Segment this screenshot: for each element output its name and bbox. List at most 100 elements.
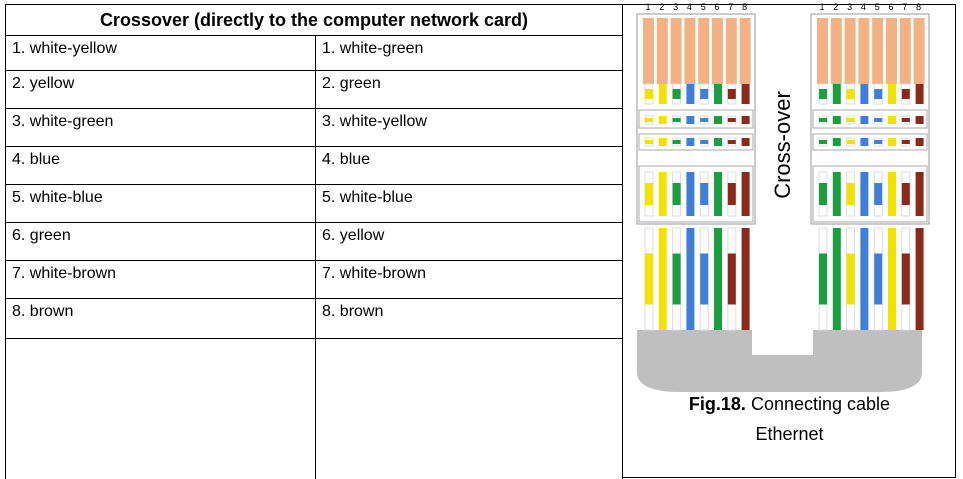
wire-stripe [874, 118, 883, 122]
pin [913, 18, 925, 84]
pin-label: 6 [888, 2, 893, 12]
table-cell: 6. green [5, 223, 316, 261]
pin [712, 18, 723, 84]
caption-text: Connecting cable [750, 394, 891, 414]
wire-stripe [874, 89, 883, 99]
empty-cell [5, 339, 316, 479]
wire-stripe [901, 89, 910, 99]
table-cell: 1. white-green [316, 36, 623, 71]
wire-stripe [727, 89, 736, 99]
connector-band [812, 133, 928, 151]
wire-stripe [874, 140, 883, 144]
pin-label: 8 [916, 2, 921, 12]
wire-stripe [672, 118, 681, 122]
wire [714, 138, 722, 146]
wire-stripe [672, 183, 681, 205]
wire-stripe [901, 140, 910, 144]
pin [844, 18, 856, 84]
pin-label: 4 [861, 2, 866, 12]
wire-stripe [700, 140, 709, 144]
wire-stripe [819, 118, 827, 122]
wire [686, 228, 695, 330]
wire [860, 84, 869, 104]
wire [658, 172, 667, 216]
wire [832, 84, 841, 104]
wire [714, 84, 722, 104]
wire [741, 228, 750, 330]
wire [860, 172, 869, 216]
table-cell: 7. white-brown [5, 261, 316, 299]
caption-text-2: Ethernet [755, 424, 824, 444]
wire-stripe [672, 253, 681, 305]
connector-band [638, 165, 754, 223]
cross-over-label: Cross-over [770, 91, 795, 199]
pin [670, 18, 682, 84]
wire [915, 138, 924, 146]
wire [888, 138, 896, 146]
table-cell: 1. white-yellow [5, 36, 316, 71]
wire [915, 172, 924, 216]
pin [858, 18, 870, 84]
wire-stripe [874, 183, 883, 205]
wire [888, 172, 896, 216]
table-cell: 3. white-yellow [316, 109, 623, 147]
wire-stripe [846, 118, 855, 122]
table-cell: 7. white-brown [316, 261, 623, 299]
wire [741, 84, 750, 104]
wire [915, 116, 924, 124]
caption-number: Fig.18. [688, 394, 746, 414]
wire [832, 172, 841, 216]
connector-band [638, 133, 754, 151]
wire-stripe [846, 140, 855, 144]
wire [714, 116, 722, 124]
wire [741, 116, 750, 124]
wire-stripe [727, 183, 736, 205]
wire-stripe [645, 118, 653, 122]
wire-stripe [672, 140, 681, 144]
wire-stripe [700, 183, 709, 205]
table-cell: 4. blue [5, 147, 316, 185]
connector-body [810, 13, 930, 225]
pin [656, 18, 668, 84]
pin [698, 18, 710, 84]
pin [886, 18, 897, 84]
wire-stripe [645, 183, 653, 205]
pin-label: 3 [673, 2, 678, 12]
pin [899, 18, 911, 84]
wire [686, 138, 695, 146]
empty-cell [316, 339, 623, 479]
wire [714, 228, 722, 330]
wire [658, 138, 667, 146]
pin-label: 7 [728, 2, 733, 12]
wire [888, 228, 896, 330]
connector-band [812, 165, 928, 223]
wire [860, 228, 869, 330]
wire-stripe [645, 140, 653, 144]
wire [832, 228, 841, 330]
wire [686, 172, 695, 216]
wire-stripe [672, 89, 681, 99]
table-cell: 8. brown [5, 299, 316, 339]
pin [643, 18, 654, 84]
table-cell: 4. blue [316, 147, 623, 185]
wire-stripe [819, 183, 827, 205]
wire-stripe [819, 140, 827, 144]
pin-label: 2 [659, 2, 664, 12]
pin-label: 1 [645, 2, 650, 12]
wire [658, 84, 667, 104]
table-cell: 3. white-green [5, 109, 316, 147]
wire [714, 172, 722, 216]
wire [686, 116, 695, 124]
connector-band [638, 109, 754, 129]
pin [684, 18, 696, 84]
pin [725, 18, 737, 84]
wire-stripe [901, 253, 910, 305]
pin [817, 18, 828, 84]
wire-stripe [727, 253, 736, 305]
pin-label: 7 [902, 2, 907, 12]
pin-label: 5 [875, 2, 880, 12]
pin [830, 18, 842, 84]
wire-stripe [700, 253, 709, 305]
